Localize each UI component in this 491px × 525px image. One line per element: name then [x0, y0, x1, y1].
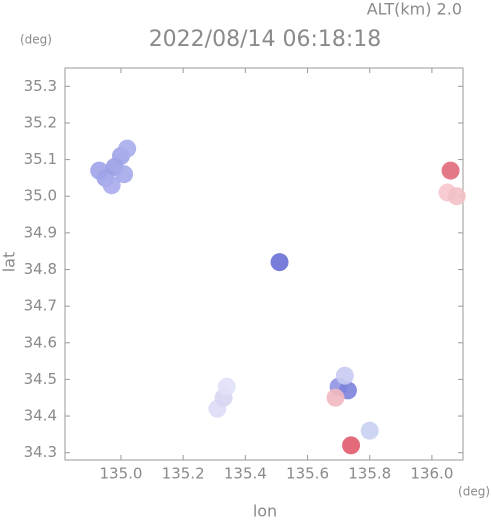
x-tick-label: 135.2: [162, 465, 205, 483]
y-tick-label: 34.6: [24, 333, 57, 351]
echo: [441, 161, 460, 180]
x-tick-label: 135.0: [99, 465, 142, 483]
plot-frame: [64, 67, 464, 461]
x-tick-label: 135.4: [224, 465, 267, 483]
chart-title: 2022/08/14 06:18:18: [149, 27, 382, 52]
echo: [118, 139, 137, 158]
plot-area: [64, 67, 464, 461]
x-unit: (deg): [458, 485, 490, 499]
echo: [342, 436, 361, 455]
x-tick-label: 135.6: [286, 465, 329, 483]
x-axis-label: lon: [253, 502, 277, 521]
echo: [447, 187, 466, 206]
echo: [326, 388, 345, 407]
y-axis-label: lat: [0, 252, 19, 273]
y-tick-label: 34.3: [24, 443, 57, 461]
x-tick-label: 136.0: [410, 465, 453, 483]
echo: [270, 253, 289, 272]
y-tick-label: 35.3: [24, 77, 57, 95]
x-tick-label: 135.8: [348, 465, 391, 483]
echo: [217, 377, 236, 396]
echo: [360, 421, 379, 440]
echo: [335, 366, 354, 385]
y-tick-label: 34.9: [24, 223, 57, 241]
y-tick-label: 34.4: [24, 407, 57, 425]
y-tick-label: 34.8: [24, 260, 57, 278]
y-unit: (deg): [20, 33, 52, 47]
echo: [102, 176, 121, 195]
y-tick-label: 34.7: [24, 297, 57, 315]
subtitle: ALT(km) 2.0: [367, 0, 462, 19]
y-tick-label: 35.0: [24, 187, 57, 205]
y-tick-label: 35.2: [24, 113, 57, 131]
y-tick-label: 34.5: [24, 370, 57, 388]
y-tick-label: 35.1: [24, 150, 57, 168]
echo: [115, 165, 134, 184]
